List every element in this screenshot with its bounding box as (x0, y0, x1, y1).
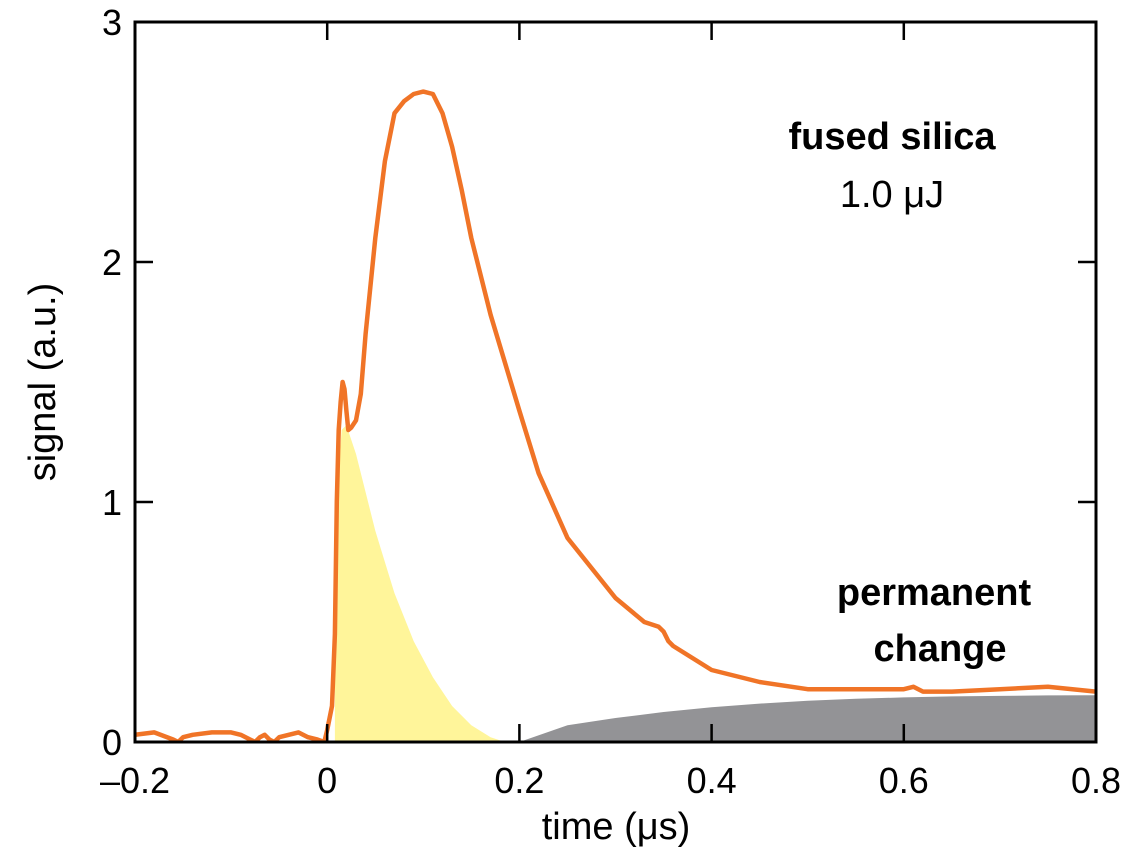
filled-region-1 (334, 425, 505, 742)
x-tick-label: 0 (317, 760, 337, 801)
x-tick-label: 0.2 (494, 760, 544, 801)
x-tick-label: 0.8 (1071, 760, 1121, 801)
axis-ticks (133, 20, 1098, 744)
filled-regions (334, 425, 1096, 742)
annotation-change: change (873, 628, 1006, 670)
plot-frame (133, 20, 1098, 744)
x-tick-label: –0.2 (100, 760, 170, 801)
annotation-permanent: permanent (837, 572, 1032, 614)
series-line-1 (135, 89, 1096, 742)
y-tick-label: 1 (102, 482, 122, 523)
y-tick-label: 0 (102, 722, 122, 763)
x-axis-title: time (μs) (542, 806, 691, 848)
y-axis-title: signal (a.u.) (22, 283, 64, 482)
x-tick-label: 0.6 (879, 760, 929, 801)
series-lines (135, 89, 1096, 742)
y-tick-label: 2 (102, 242, 122, 283)
filled-region-2 (519, 695, 1096, 742)
annotation-material: fused silica (789, 116, 997, 158)
y-tick-label: 3 (102, 2, 122, 43)
x-tick-label: 0.4 (687, 760, 737, 801)
annotation-energy: 1.0 μJ (840, 174, 944, 216)
